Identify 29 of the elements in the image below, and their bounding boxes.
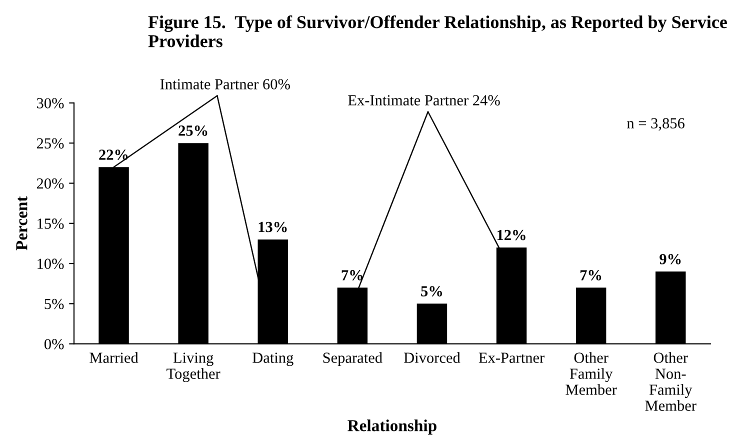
data-label: 13% [258, 222, 287, 232]
y-axis-title: Percent [16, 196, 28, 250]
x-tick-label: Married [90, 352, 138, 363]
x-tick-label: Divorced [404, 352, 460, 363]
y-tick-label: 5% [44, 298, 64, 310]
y-tick-label: 20% [36, 178, 64, 189]
y-tick-label: 0% [44, 338, 64, 350]
data-label: 7% [342, 270, 362, 280]
x-tick-label: Separated [323, 352, 382, 366]
annotation: Ex-Intimate Partner 24% [348, 95, 500, 106]
y-tick-label: 25% [36, 138, 64, 149]
annotation: n = 3,856 [627, 118, 684, 131]
x-tick-label: Other Non- Family Member [645, 352, 696, 411]
y-tick-label: 10% [38, 258, 64, 270]
x-tick-label: Other Family Member [566, 352, 617, 395]
x-axis-title: Relationship [348, 420, 436, 435]
data-label: 12% [497, 230, 526, 240]
x-tick-label: Living Together [166, 352, 220, 382]
data-label: 22% [99, 150, 128, 160]
y-tick-label: 30% [37, 98, 64, 108]
data-label: 9% [660, 254, 681, 264]
data-label: 7% [580, 270, 602, 280]
annotation: Intimate Partner 60% [160, 79, 290, 90]
data-label: 25% [178, 126, 208, 136]
data-label: 5% [421, 286, 442, 296]
y-tick-label: 15% [38, 218, 64, 229]
x-tick-label: Dating [252, 352, 294, 366]
chart-title: Figure 15. Type of Survivor/Offender Relationship, as Reported by Service Providers [148, 15, 727, 48]
x-tick-label: Ex-Partner [478, 352, 544, 363]
